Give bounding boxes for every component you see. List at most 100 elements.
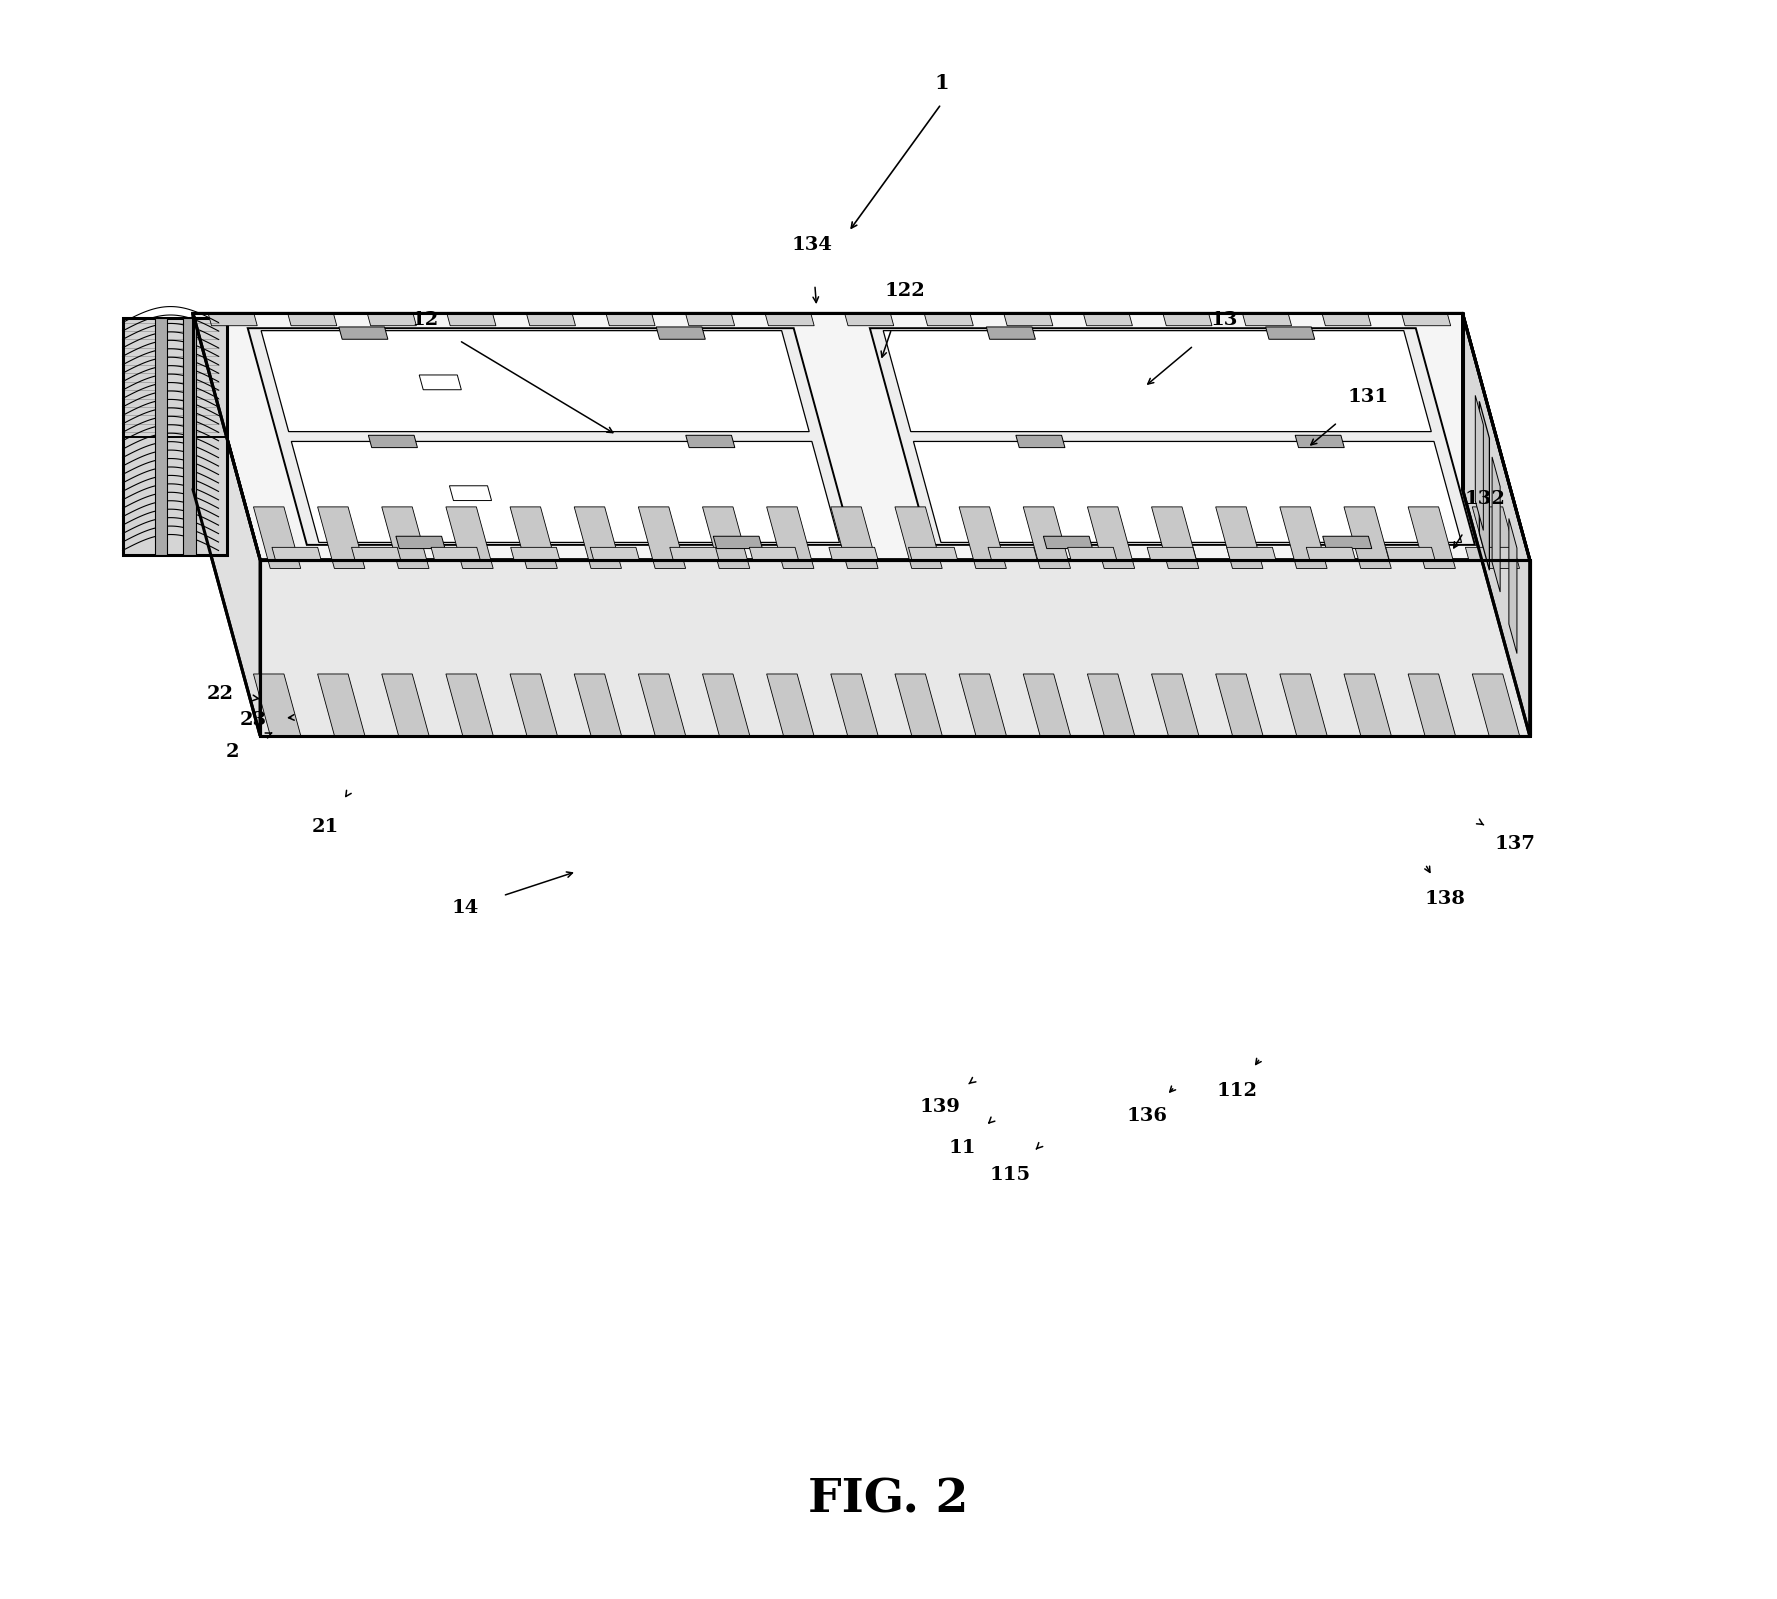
Polygon shape bbox=[1475, 395, 1484, 531]
Polygon shape bbox=[1306, 547, 1356, 560]
Polygon shape bbox=[155, 318, 167, 555]
Polygon shape bbox=[871, 328, 1475, 545]
Polygon shape bbox=[574, 675, 622, 736]
Polygon shape bbox=[590, 547, 640, 560]
Polygon shape bbox=[382, 675, 428, 736]
Polygon shape bbox=[1473, 507, 1519, 569]
Polygon shape bbox=[368, 313, 416, 326]
Polygon shape bbox=[1084, 313, 1132, 326]
Polygon shape bbox=[1016, 435, 1064, 448]
Polygon shape bbox=[844, 313, 894, 326]
Polygon shape bbox=[254, 675, 300, 736]
Polygon shape bbox=[446, 675, 494, 736]
Polygon shape bbox=[194, 313, 259, 736]
Polygon shape bbox=[908, 547, 958, 560]
Polygon shape bbox=[1295, 435, 1343, 448]
Text: 12: 12 bbox=[410, 310, 439, 329]
Polygon shape bbox=[1162, 313, 1212, 326]
Text: 1: 1 bbox=[935, 74, 949, 93]
Polygon shape bbox=[432, 547, 480, 560]
Polygon shape bbox=[291, 441, 839, 542]
Polygon shape bbox=[766, 507, 814, 569]
Polygon shape bbox=[446, 313, 496, 326]
Text: 138: 138 bbox=[1425, 889, 1466, 908]
Polygon shape bbox=[750, 547, 798, 560]
Polygon shape bbox=[1151, 507, 1199, 569]
Polygon shape bbox=[896, 675, 942, 736]
Text: 11: 11 bbox=[949, 1138, 976, 1158]
Text: 132: 132 bbox=[1464, 489, 1505, 508]
Polygon shape bbox=[419, 376, 462, 390]
Polygon shape bbox=[896, 507, 942, 569]
Text: 2: 2 bbox=[226, 742, 240, 761]
Polygon shape bbox=[1462, 313, 1530, 736]
Polygon shape bbox=[450, 486, 492, 500]
Polygon shape bbox=[960, 507, 1006, 569]
Polygon shape bbox=[832, 507, 878, 569]
Text: 115: 115 bbox=[990, 1166, 1031, 1185]
Polygon shape bbox=[1407, 675, 1455, 736]
Polygon shape bbox=[1024, 675, 1070, 736]
Polygon shape bbox=[526, 313, 576, 326]
Text: 122: 122 bbox=[885, 281, 924, 301]
Polygon shape bbox=[686, 313, 734, 326]
Polygon shape bbox=[638, 507, 686, 569]
Polygon shape bbox=[1343, 675, 1391, 736]
Polygon shape bbox=[1088, 507, 1136, 569]
Polygon shape bbox=[1043, 536, 1093, 548]
Polygon shape bbox=[1068, 547, 1116, 560]
Polygon shape bbox=[510, 507, 558, 569]
Polygon shape bbox=[913, 441, 1461, 542]
Polygon shape bbox=[670, 547, 720, 560]
Polygon shape bbox=[382, 507, 428, 569]
Text: 137: 137 bbox=[1494, 835, 1535, 854]
Polygon shape bbox=[1407, 507, 1455, 569]
Polygon shape bbox=[1226, 547, 1276, 560]
Polygon shape bbox=[368, 435, 418, 448]
Polygon shape bbox=[183, 318, 195, 555]
Polygon shape bbox=[1386, 547, 1434, 560]
Polygon shape bbox=[1478, 401, 1489, 571]
Polygon shape bbox=[1343, 507, 1391, 569]
Polygon shape bbox=[1265, 326, 1315, 339]
Polygon shape bbox=[339, 326, 387, 339]
Text: 23: 23 bbox=[240, 710, 267, 729]
Polygon shape bbox=[1088, 675, 1136, 736]
Polygon shape bbox=[574, 507, 622, 569]
Polygon shape bbox=[713, 536, 762, 548]
Polygon shape bbox=[1279, 675, 1327, 736]
Polygon shape bbox=[396, 536, 444, 548]
Polygon shape bbox=[960, 675, 1006, 736]
Polygon shape bbox=[1509, 518, 1518, 654]
Polygon shape bbox=[1215, 675, 1263, 736]
Polygon shape bbox=[656, 326, 705, 339]
Polygon shape bbox=[606, 313, 656, 326]
Polygon shape bbox=[259, 560, 1530, 736]
Polygon shape bbox=[1024, 507, 1070, 569]
Text: 136: 136 bbox=[1127, 1107, 1167, 1126]
Polygon shape bbox=[1279, 507, 1327, 569]
Polygon shape bbox=[510, 675, 558, 736]
Polygon shape bbox=[261, 331, 809, 432]
Polygon shape bbox=[123, 318, 226, 555]
Text: 134: 134 bbox=[791, 235, 832, 254]
Polygon shape bbox=[1402, 313, 1450, 326]
Polygon shape bbox=[1242, 313, 1292, 326]
Polygon shape bbox=[1322, 313, 1372, 326]
Polygon shape bbox=[1493, 457, 1500, 592]
Polygon shape bbox=[208, 313, 258, 326]
Text: 131: 131 bbox=[1347, 387, 1390, 406]
Text: 22: 22 bbox=[206, 684, 233, 704]
Text: 112: 112 bbox=[1217, 1081, 1258, 1100]
Polygon shape bbox=[288, 313, 338, 326]
Polygon shape bbox=[446, 507, 494, 569]
Polygon shape bbox=[1148, 547, 1196, 560]
Polygon shape bbox=[254, 507, 300, 569]
Text: 21: 21 bbox=[313, 817, 339, 836]
Polygon shape bbox=[924, 313, 974, 326]
Polygon shape bbox=[702, 675, 750, 736]
Polygon shape bbox=[318, 507, 364, 569]
Text: 13: 13 bbox=[1210, 310, 1239, 329]
Text: 14: 14 bbox=[451, 899, 478, 918]
Polygon shape bbox=[247, 328, 853, 545]
